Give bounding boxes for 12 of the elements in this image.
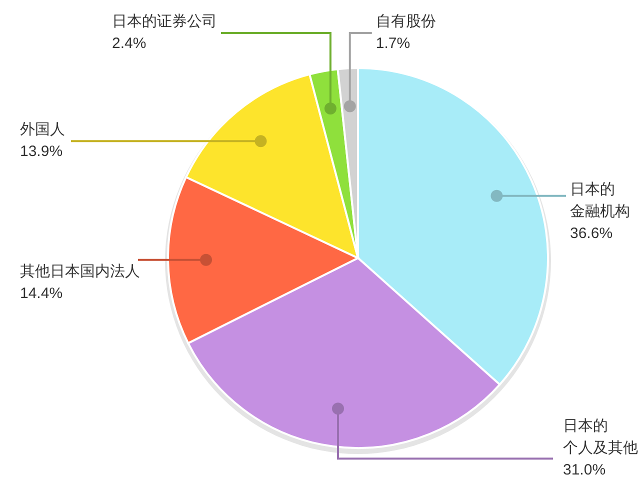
slice-label: 日本的个人及其他 <box>563 418 638 457</box>
data-label: 14.4% <box>20 284 63 302</box>
data-label: 13.9% <box>20 143 63 160</box>
data-label: 36.6% <box>570 224 613 242</box>
data-label: 31.0% <box>563 462 606 479</box>
slice-label: 自有股份 <box>376 13 436 30</box>
data-label: 2.4% <box>112 35 146 52</box>
slice-label: 其他日本国内法人 <box>20 262 140 280</box>
data-label: 1.7% <box>376 35 410 52</box>
slice-label: 日本的证券公司 <box>112 13 217 30</box>
slice-label: 外国人 <box>20 121 65 138</box>
slice-label: 日本的金融机构 <box>570 180 630 220</box>
